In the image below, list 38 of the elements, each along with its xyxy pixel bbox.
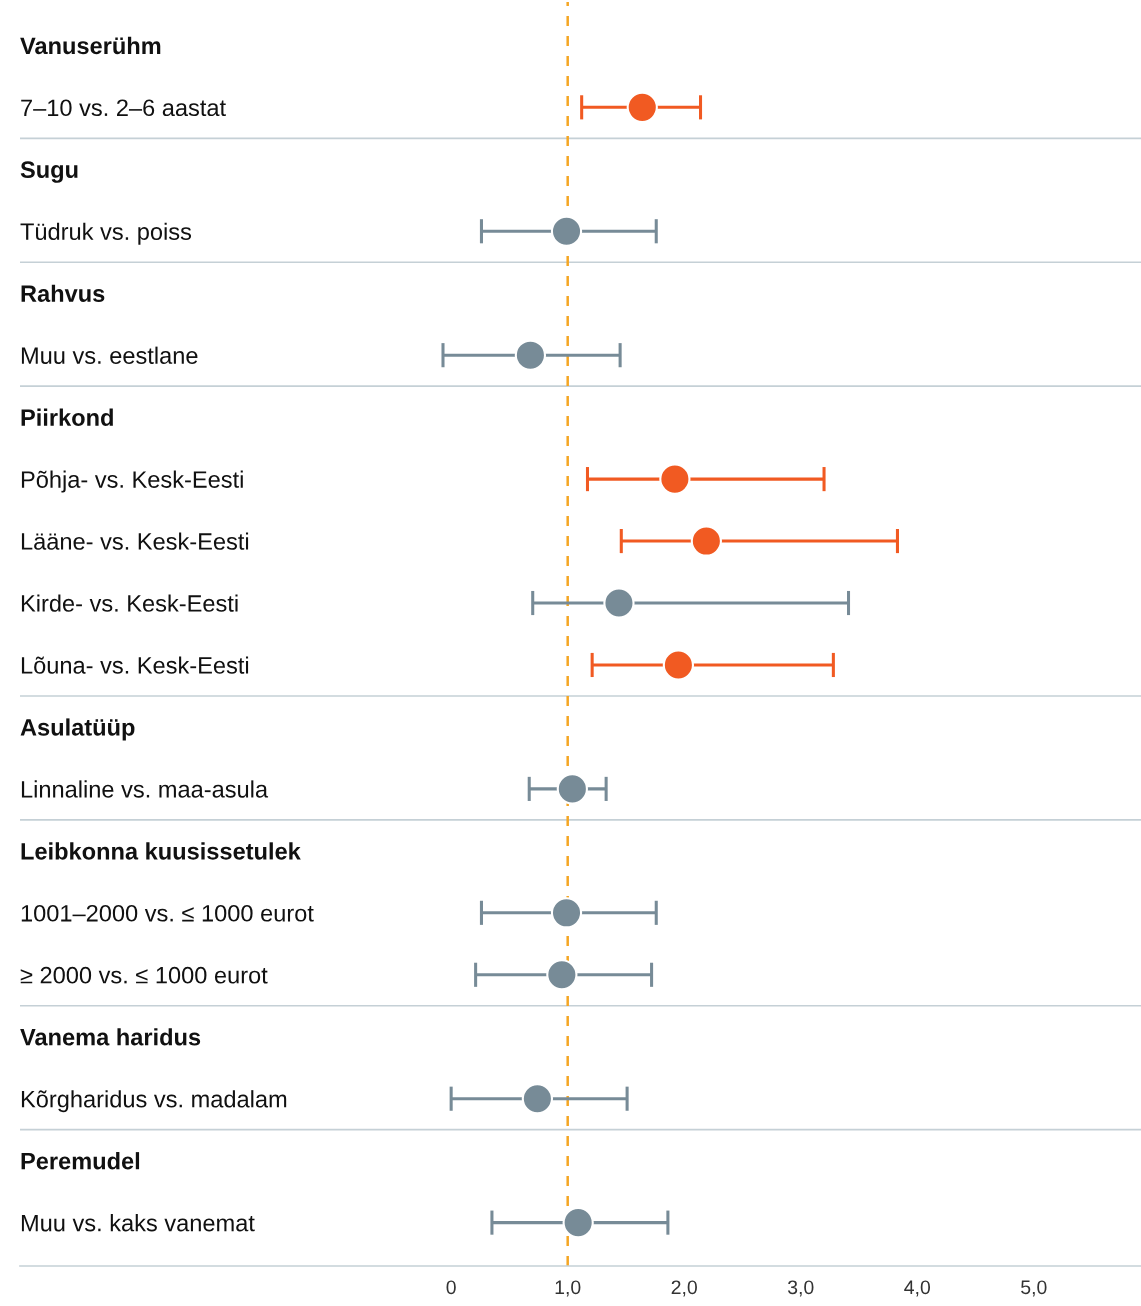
y-tick-label: Vanema haridus: [20, 1028, 201, 1046]
point: [626, 91, 658, 123]
y-tick-label: Sugu: [20, 161, 78, 183]
y-tick-label: Asulatüüp: [20, 718, 135, 741]
y-tick-label: Peremudel: [21, 1152, 140, 1170]
x-tick-label: 4,0: [904, 1280, 931, 1297]
x-tick-label: 5,0: [1021, 1280, 1047, 1297]
y-tick-label: ≥ 2000 vs. ≤ 1000 eurot: [20, 966, 268, 984]
x-tick-label: 2,0: [671, 1280, 697, 1297]
point: [546, 959, 578, 991]
y-tick-label: Muu vs. kaks vanemat: [21, 1214, 255, 1232]
x-tick-label: 0: [446, 1280, 456, 1295]
point: [556, 773, 588, 805]
point: [662, 649, 695, 681]
point: [603, 587, 635, 619]
y-tick-label: Piirkond: [21, 408, 113, 426]
point: [550, 897, 583, 929]
y-tick-label: Leibkonna kuusissetulek: [21, 842, 301, 860]
y-tick-label: Linnaline vs. maa-asula: [21, 780, 269, 798]
y-tick-label: 1001–2000 vs. ≤ 1000 eurot: [21, 904, 314, 922]
y-tick-label: Kirde- vs. Kesk-Eesti: [21, 594, 238, 612]
point: [550, 215, 583, 247]
point: [562, 1207, 594, 1239]
x-tick-label: 3,0: [787, 1280, 814, 1297]
point: [521, 1083, 554, 1115]
x-tick-label: 1,0: [555, 1280, 581, 1297]
y-tick-label: Rahvus: [21, 284, 105, 302]
y-tick-label: 7–10 vs. 2–6 aastat: [21, 99, 226, 117]
point: [514, 339, 547, 371]
point: [690, 525, 722, 557]
y-tick-label: Vanuserühm: [20, 36, 161, 55]
y-tick-label: Põhja- vs. Kesk-Eesti: [21, 470, 243, 493]
y-tick-label: Tüdruk vs. poiss: [20, 222, 192, 245]
y-tick-label: Kõrgharidus vs. madalam: [21, 1090, 287, 1113]
y-tick-label: Lõuna- vs. Kesk-Eesti: [21, 656, 249, 674]
y-tick-label: Lääne- vs. Kesk-Eesti: [21, 532, 249, 550]
point: [659, 463, 691, 495]
y-tick-label: Muu vs. eestlane: [21, 346, 198, 364]
